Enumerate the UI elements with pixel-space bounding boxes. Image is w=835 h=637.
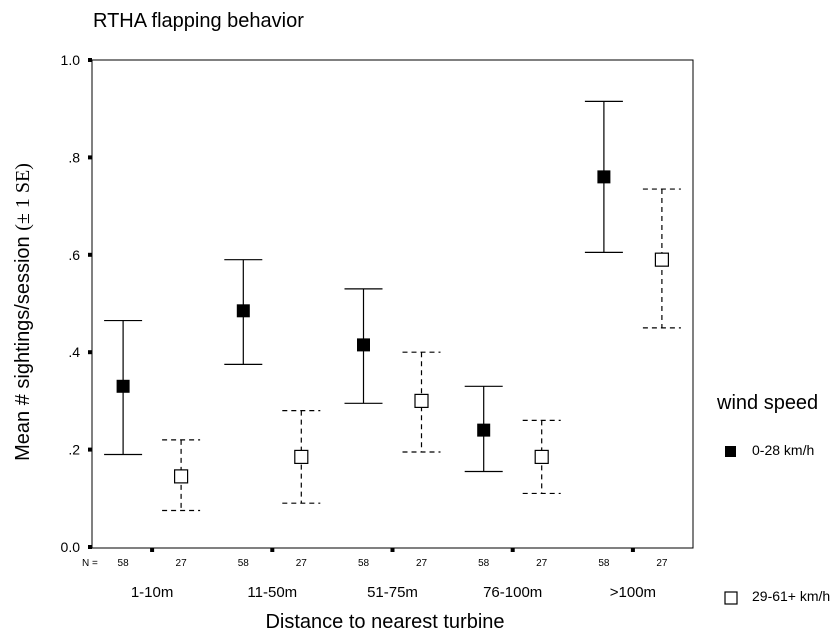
x-axis: N = 58 27 1-10m 58 27 11-50m 58 27 51-75m 58 27 76-1… [82, 548, 668, 601]
x-tick-mark [630, 548, 635, 552]
y-tick-label: .8 [68, 149, 80, 165]
y-tick-label: .6 [68, 247, 80, 263]
data-point [654, 252, 670, 267]
legend-label-series-2: 29-61+ km/h [752, 588, 830, 604]
x-tick-label: 76-100m [483, 584, 542, 601]
data-point [236, 304, 250, 318]
n-value-label: 27 [656, 558, 668, 569]
y-axis-label-main: Mean # sightings/session [12, 231, 34, 461]
chart-title: RTHA flapping behavior [93, 10, 304, 32]
y-tick-mark [88, 58, 92, 62]
y-tick-mark [88, 545, 92, 549]
series-2 [162, 188, 681, 512]
n-value-label: 27 [176, 558, 188, 569]
n-value-label: 27 [416, 558, 428, 569]
series-layer [104, 100, 681, 512]
x-tick-mark [270, 548, 275, 552]
y-tick-label: 0.0 [61, 539, 81, 555]
x-tick-label: 11-50m [247, 584, 297, 601]
data-point [477, 423, 491, 437]
data-point [116, 379, 130, 393]
legend: wind speed 0-28 km/h 29-61+ km/h [716, 392, 830, 605]
n-value-label: 58 [358, 558, 370, 569]
x-tick-mark [390, 548, 395, 552]
n-value-label: 58 [478, 558, 490, 569]
n-value-label: 58 [598, 558, 610, 569]
legend-title: wind speed [716, 392, 818, 414]
legend-label-series-1: 0-28 km/h [752, 442, 814, 458]
y-tick-mark [88, 252, 92, 257]
x-tick-label: 1-10m [131, 584, 174, 601]
n-value-label: 58 [238, 558, 250, 569]
y-tick-mark [88, 447, 92, 452]
n-value-label: 58 [118, 558, 130, 569]
y-axis: 0.0 .2 .4 .6 .8 1.0 [61, 52, 92, 555]
y-tick-label: .4 [68, 344, 80, 360]
x-tick-label: 51-75m [367, 584, 418, 601]
y-tick-label: 1.0 [61, 52, 81, 68]
data-point [414, 393, 429, 408]
data-point [534, 449, 549, 465]
data-point [174, 469, 189, 484]
n-value-label: 27 [296, 558, 308, 569]
x-axis-label: Distance to nearest turbine [265, 611, 504, 633]
n-value-label: 27 [536, 558, 548, 569]
data-point [357, 338, 370, 352]
n-prefix-label: N = [82, 558, 98, 569]
legend-marker-series-1 [725, 446, 736, 457]
data-point [597, 170, 611, 184]
y-tick-label: .2 [68, 442, 80, 458]
x-tick-label: >100m [610, 584, 656, 601]
y-tick-mark [88, 350, 92, 355]
series-1 [104, 100, 623, 473]
y-tick-mark [88, 155, 92, 160]
y-axis-label-paren: (± 1 SE) [12, 163, 34, 231]
data-point [294, 449, 309, 465]
legend-marker-series-2 [724, 591, 738, 605]
y-axis-label: Mean # sightings/session (± 1 SE) [12, 163, 34, 461]
x-tick-mark [510, 548, 515, 552]
x-tick-mark [150, 548, 155, 552]
